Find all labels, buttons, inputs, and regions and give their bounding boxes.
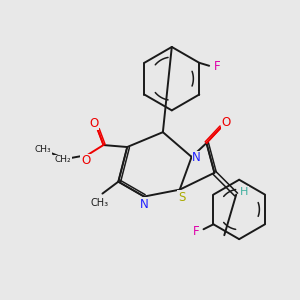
- Text: O: O: [222, 116, 231, 129]
- Text: O: O: [81, 154, 90, 167]
- Text: CH₃: CH₃: [90, 197, 109, 208]
- Text: N: N: [140, 198, 148, 211]
- Text: F: F: [214, 60, 220, 73]
- Text: F: F: [193, 225, 200, 238]
- Text: S: S: [178, 191, 185, 204]
- Text: O: O: [89, 117, 98, 130]
- Text: CH₂: CH₂: [55, 155, 71, 164]
- Text: CH₃: CH₃: [35, 146, 51, 154]
- Text: H: H: [240, 187, 248, 196]
- Text: N: N: [192, 152, 201, 164]
